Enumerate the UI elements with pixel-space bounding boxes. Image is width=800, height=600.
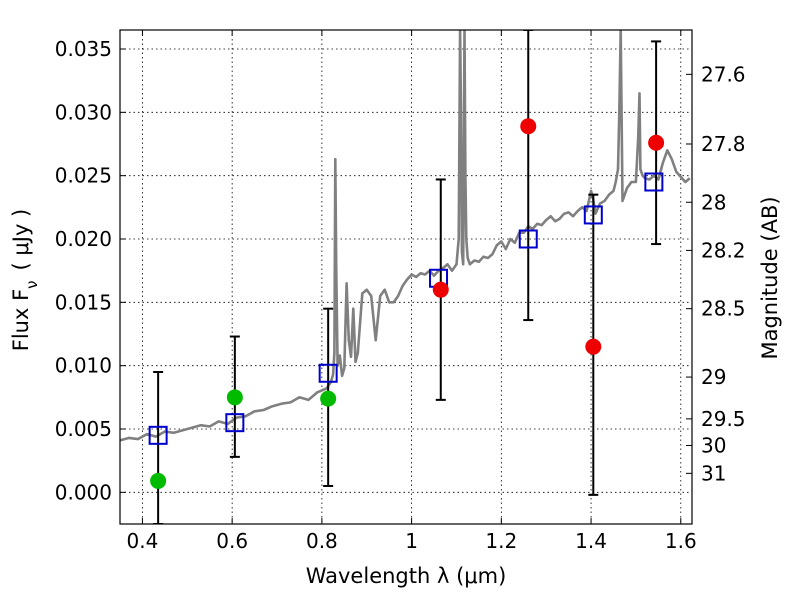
x-tick-label: 0.8 [306, 529, 338, 553]
plot-frame [119, 29, 693, 525]
x-tick-label: 0.4 [127, 529, 159, 553]
x-tick-label: 0.6 [216, 529, 248, 553]
y-tick-label: 0.010 [55, 354, 112, 378]
observed-point-green [226, 389, 243, 406]
observed-point-green [150, 472, 167, 489]
observed-point-red [432, 281, 449, 298]
y-tick-label: 0.020 [55, 227, 112, 251]
spectrum-line [120, 30, 691, 442]
y-tick-label: 0.005 [55, 417, 112, 441]
y2-tick-label: 28.2 [701, 238, 746, 262]
y2-axis-label-group: Magnitude (AB) [758, 196, 782, 359]
plot-area [120, 30, 691, 524]
y2-tick-label: 28 [701, 190, 726, 214]
y-axis-label: Flux Fν ( μJy ) [9, 209, 41, 352]
y2-tick-label: 29 [701, 365, 726, 389]
x-axis-label: Wavelength λ (μm) [306, 564, 507, 588]
x-tick-label: 1.4 [575, 529, 607, 553]
axis-ticks: 0.4 0.6 0.8 1 1.2 1.4 1.6 0.000 0.005 0.010 0.015 0… [55, 30, 746, 553]
y-tick-label: 0.015 [55, 290, 112, 314]
model-photometry-square [318, 363, 338, 383]
y-tick-label: 0.035 [55, 37, 112, 61]
model-photometry-square [644, 172, 664, 192]
y2-tick-label: 31 [701, 461, 726, 485]
y-axis-label-subscript: ν [23, 280, 41, 288]
y2-tick-label: 27.6 [701, 62, 746, 86]
y2-tick-label: 27.8 [701, 132, 746, 156]
y-axis-label-group: Flux Fν ( μJy ) [9, 209, 41, 352]
model-photometry-square [225, 413, 245, 433]
observed-point-green [320, 390, 337, 407]
observed-point-red [585, 338, 602, 355]
y2-axis-label: Magnitude (AB) [758, 196, 782, 359]
observed-point-red [648, 134, 665, 151]
observed-point-red [520, 118, 537, 135]
y-tick-label: 0.025 [55, 164, 112, 188]
y-axis-label-flux: Flux F [9, 289, 33, 351]
grid [120, 30, 692, 524]
model-photometry-square [148, 425, 168, 445]
y2-tick-label: 30 [701, 433, 726, 457]
y-axis-label-unit: ( μJy ) [9, 209, 33, 271]
model-photometry-square [518, 229, 538, 249]
model-photometry-square [583, 205, 603, 225]
y-tick-label: 0.030 [55, 100, 112, 124]
y2-tick-label: 28.5 [701, 297, 746, 321]
y2-tick-label: 29.5 [701, 407, 746, 431]
x-tick-label: 1.6 [665, 529, 697, 553]
x-tick-label: 1 [405, 529, 418, 553]
y-tick-label: 0.000 [55, 480, 112, 504]
x-tick-label: 1.2 [485, 529, 517, 553]
